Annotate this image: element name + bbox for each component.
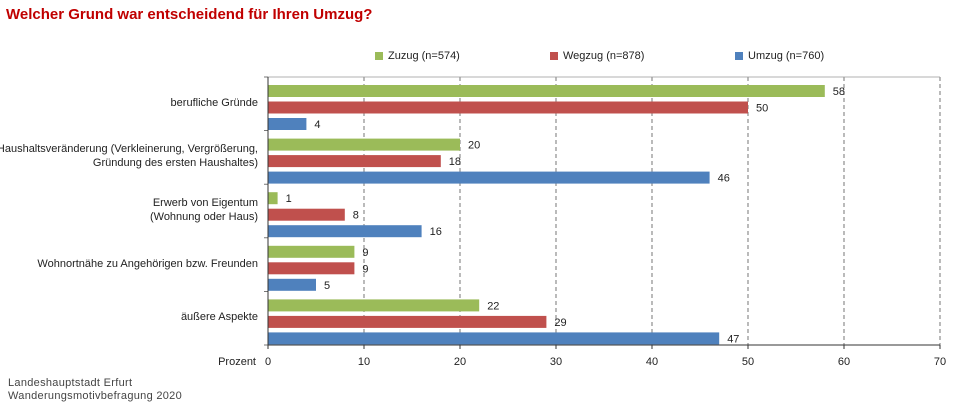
legend: Zuzug (n=574) Wegzug (n=878) Umzug (n=76… bbox=[0, 50, 960, 66]
footer: Landeshauptstadt Erfurt Wanderungsmotivb… bbox=[8, 377, 182, 403]
bar-2-2 bbox=[268, 225, 422, 238]
x-tick-label-50: 50 bbox=[742, 356, 754, 368]
category-label-0: berufliche Gründe bbox=[0, 96, 258, 110]
legend-item-wegzug: Wegzug (n=878) bbox=[550, 50, 644, 62]
bar-0-0 bbox=[268, 85, 825, 97]
legend-label-zuzug: Zuzug (n=574) bbox=[388, 50, 460, 62]
category-label-line: Haushaltsveränderung (Verkleinerung, Ver… bbox=[0, 143, 258, 156]
bar-1-2 bbox=[268, 171, 710, 184]
category-label-line: äußere Aspekte bbox=[180, 311, 258, 324]
bar-1-0 bbox=[268, 138, 460, 151]
bar-4-0 bbox=[268, 299, 480, 312]
category-label-line: Gründung des ersten Haushaltes) bbox=[92, 157, 258, 170]
category-label-line: (Wohnung oder Haus) bbox=[149, 211, 258, 223]
legend-swatch-zuzug bbox=[375, 52, 383, 60]
category-label-4: äußere Aspekte bbox=[0, 310, 258, 324]
legend-label-wegzug: Wegzug (n=878) bbox=[563, 50, 645, 62]
data-label-0-1: 50 bbox=[756, 103, 768, 115]
bar-2-1 bbox=[268, 208, 345, 221]
data-label-1-1: 18 bbox=[449, 156, 461, 168]
chart-title: Welcher Grund war entscheidend für Ihren… bbox=[6, 6, 373, 23]
data-label-3-2: 5 bbox=[324, 280, 330, 292]
bar-2-0 bbox=[268, 192, 278, 205]
x-tick-label-20: 20 bbox=[454, 356, 466, 368]
bar-1-1 bbox=[268, 155, 441, 168]
category-label-2: Erwerb von Eigentum (Wohnung oder Haus) bbox=[0, 196, 258, 224]
legend-swatch-wegzug bbox=[550, 52, 558, 60]
bar-3-1 bbox=[268, 262, 355, 275]
legend-label-umzug: Umzug (n=760) bbox=[748, 50, 825, 62]
x-tick-label-40: 40 bbox=[646, 356, 658, 368]
footer-line-1: Landeshauptstadt Erfurt bbox=[8, 377, 133, 389]
x-tick-label-10: 10 bbox=[358, 356, 370, 368]
x-tick-label-30: 30 bbox=[550, 356, 562, 368]
bar-4-2 bbox=[268, 332, 720, 345]
bar-0-1 bbox=[268, 101, 748, 114]
bar-3-2 bbox=[268, 278, 316, 291]
x-axis-label: Prozent bbox=[218, 356, 256, 368]
data-label-3-0: 9 bbox=[362, 247, 368, 259]
data-label-4-0: 22 bbox=[487, 300, 499, 312]
category-label-1: Haushaltsveränderung (Verkleinerung, Ver… bbox=[0, 142, 258, 170]
legend-swatch-umzug bbox=[735, 52, 743, 60]
x-tick-label-0: 0 bbox=[265, 356, 271, 368]
legend-item-umzug: Umzug (n=760) bbox=[735, 50, 824, 62]
bar-3-0 bbox=[268, 245, 355, 258]
x-tick-label-60: 60 bbox=[838, 356, 850, 368]
category-label-line: Erwerb von Eigentum bbox=[152, 197, 258, 209]
category-label-line: berufliche Gründe bbox=[170, 96, 258, 109]
data-label-1-2: 46 bbox=[718, 173, 730, 185]
data-label-2-1: 8 bbox=[353, 210, 359, 222]
legend-item-zuzug: Zuzug (n=574) bbox=[375, 50, 460, 62]
category-label-line: Wohnortnähe zu Angehörigen bzw. Freunden bbox=[37, 257, 258, 270]
data-label-2-0: 1 bbox=[286, 193, 292, 205]
data-label-4-2: 47 bbox=[727, 333, 739, 345]
x-tick-label-70: 70 bbox=[934, 356, 946, 368]
data-label-3-1: 9 bbox=[362, 263, 368, 275]
category-label-3: Wohnortnähe zu Angehörigen bzw. Freunden bbox=[0, 257, 258, 271]
bar-0-2 bbox=[268, 118, 307, 130]
data-label-4-1: 29 bbox=[554, 317, 566, 329]
data-label-0-0: 58 bbox=[833, 86, 845, 98]
bar-4-1 bbox=[268, 315, 547, 328]
data-label-2-2: 16 bbox=[430, 226, 442, 238]
data-label-1-0: 20 bbox=[468, 140, 480, 152]
footer-line-2: Wanderungsmotivbefragung 2020 bbox=[8, 390, 183, 402]
data-label-0-2: 4 bbox=[314, 119, 320, 131]
